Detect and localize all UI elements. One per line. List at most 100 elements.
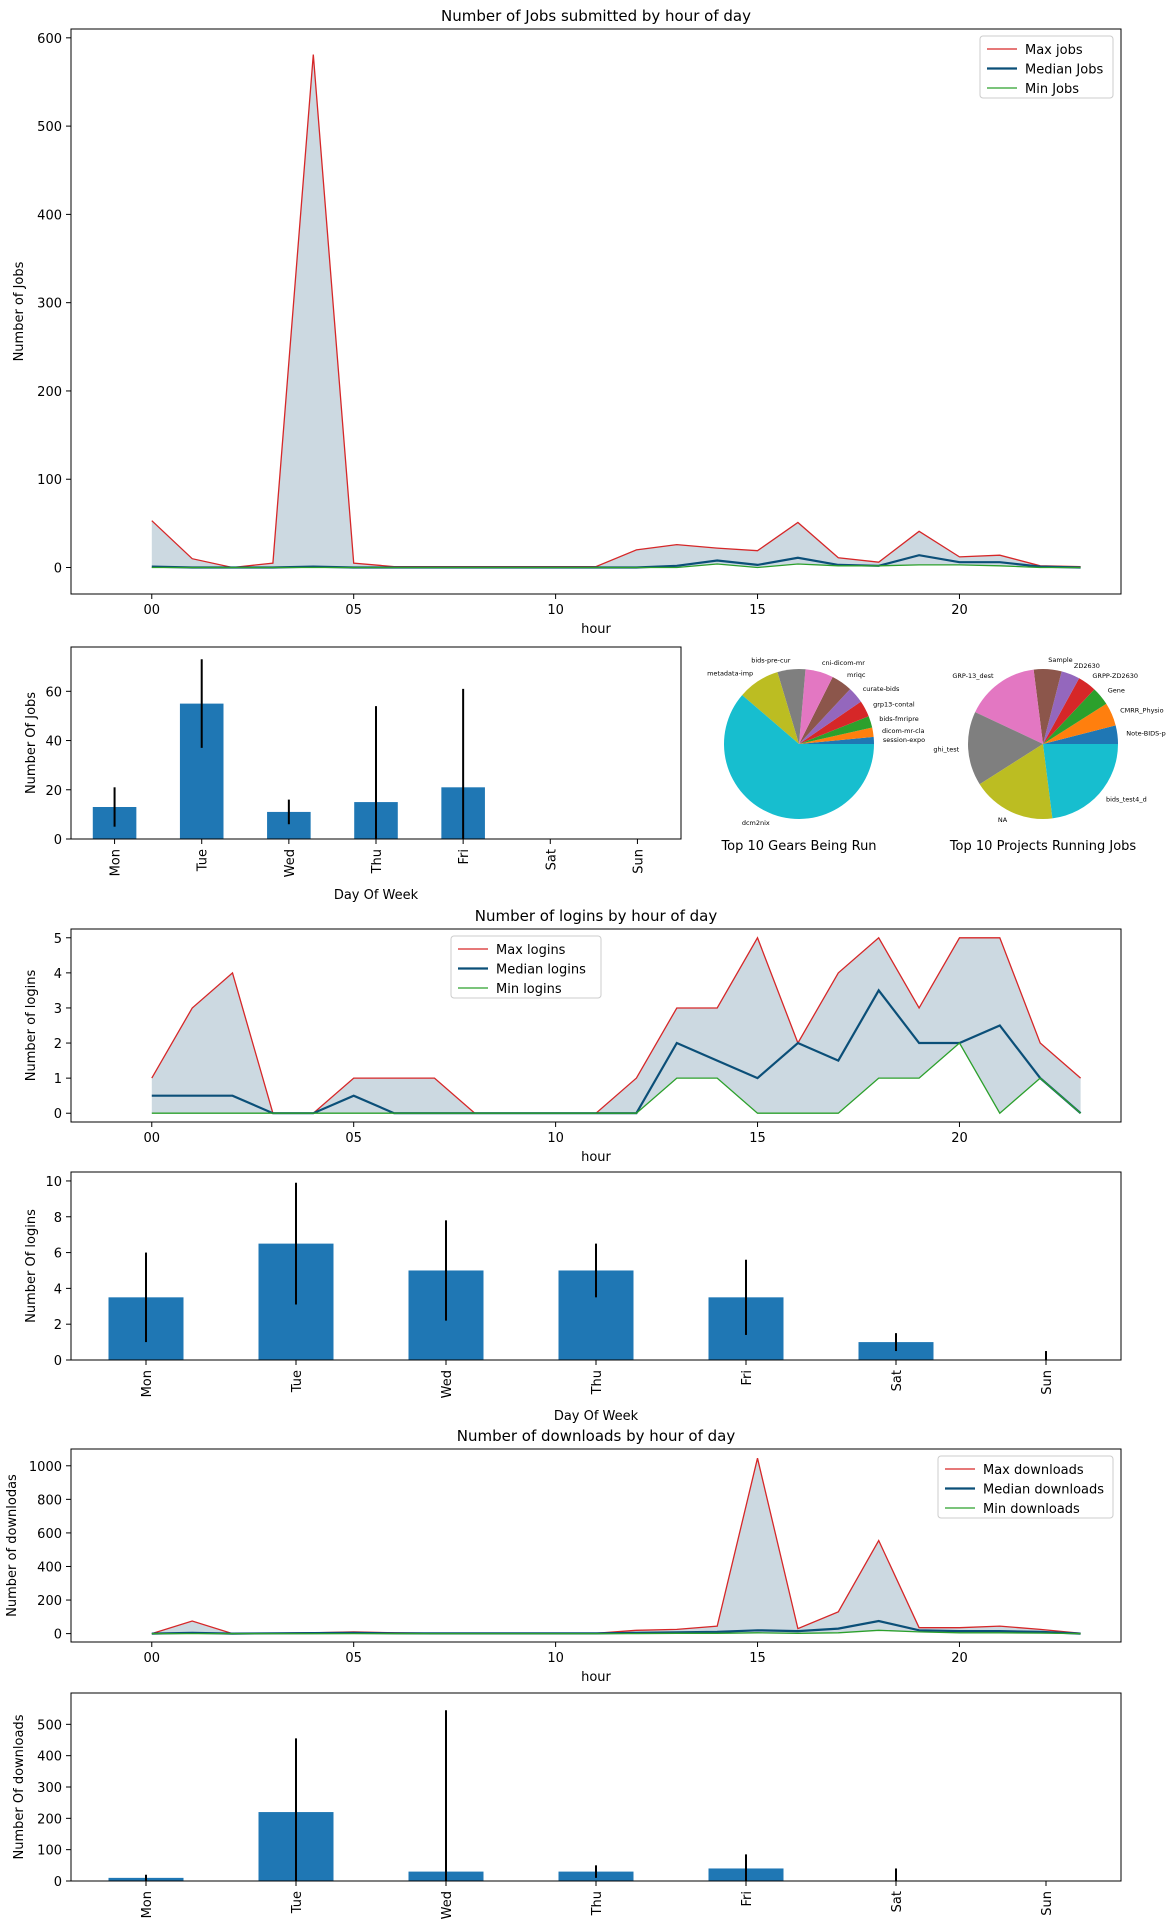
pie-slice — [724, 695, 874, 819]
series-line-2 — [151, 1629, 1081, 1635]
y-tick-label: 1000 — [29, 1460, 62, 1475]
y-tick-label: 600 — [37, 32, 62, 47]
x-tick-label: Sun — [631, 849, 646, 874]
x-tick-label: Tue — [196, 849, 211, 872]
axes-frame — [70, 1692, 1122, 1882]
pie-label: bids_test4_d — [1106, 796, 1147, 804]
pie-label: bids-pre-cur — [751, 656, 790, 664]
x-tick-label: 00 — [143, 1131, 160, 1146]
x-tick-label: Sun — [1040, 1370, 1055, 1395]
x-tick-label: Fri — [740, 1370, 755, 1386]
pie-label: cni-dicom-mr — [822, 659, 865, 667]
legend-label: Min logins — [496, 982, 562, 997]
x-tick-label: 00 — [143, 603, 160, 618]
pie-slice — [799, 689, 861, 744]
legend-label: Median downloads — [983, 1483, 1104, 1498]
pie-slice — [968, 712, 1043, 785]
pie-slice — [742, 672, 799, 744]
y-tick-label: 0 — [54, 1107, 62, 1122]
x-tick-label: Fri — [457, 849, 472, 865]
legend: Max downloads Median downloads Min downloa… — [937, 1455, 1114, 1519]
x-tick-label: 10 — [547, 603, 564, 618]
x-tick-label: Thu — [590, 1370, 605, 1395]
series-line-0 — [151, 54, 1081, 569]
range-fill — [151, 937, 1081, 1114]
legend-label: Median logins — [496, 963, 586, 978]
x-tick-label: 15 — [749, 603, 766, 618]
y-tick-label: 400 — [37, 208, 62, 223]
pie-slice — [975, 669, 1043, 744]
pie-label: ghi_test — [933, 745, 959, 753]
x-tick-label: Sat — [890, 1370, 905, 1391]
legend-label: Max jobs — [1025, 43, 1083, 58]
pie-slice — [1043, 703, 1116, 744]
x-tick-label: 05 — [345, 1131, 362, 1146]
legend-box — [937, 1455, 1114, 1519]
pie-label: session-expo — [883, 736, 925, 744]
pie-label: dicom-mr-cla — [882, 727, 924, 735]
pie-slice — [1043, 725, 1118, 744]
y-tick-label: 0 — [54, 1875, 62, 1890]
pie-label: curate-bids — [863, 685, 900, 693]
x-axis-label: hour — [581, 1670, 611, 1685]
x-tick-label: 05 — [345, 1651, 362, 1666]
y-tick-label: 600 — [37, 1527, 62, 1542]
x-axis-label: Day Of Week — [334, 888, 419, 903]
x-tick-label: Sat — [890, 1891, 905, 1912]
y-axis-label: Number Of logins — [24, 1209, 39, 1323]
x-tick-label: Sun — [1040, 1891, 1055, 1916]
x-tick-label: Mon — [109, 849, 124, 876]
x-tick-label: Sat — [544, 849, 559, 870]
chart-title: Top 10 Gears Being Run — [720, 839, 876, 854]
chart-title: Number of Jobs submitted by hour of day — [441, 7, 751, 25]
pie-slice — [1043, 744, 1118, 819]
legend-box — [979, 35, 1114, 99]
chart-downloads_dow: MonTueWedThuFriSatSun0100200300400500Day… — [12, 1692, 1122, 1931]
pie-label: Note-BIDS-pr — [1126, 730, 1166, 738]
y-tick-label: 200 — [37, 385, 62, 400]
y-tick-label: 60 — [45, 685, 62, 700]
y-tick-label: 0 — [54, 1628, 62, 1643]
axes-frame — [70, 1448, 1122, 1643]
pie-slice — [799, 727, 874, 744]
x-axis-label: Day Of Week — [554, 1409, 639, 1424]
pie-slice — [1043, 671, 1080, 744]
x-axis-label: hour — [581, 1150, 611, 1165]
axes-frame — [70, 928, 1122, 1123]
y-tick-label: 400 — [37, 1750, 62, 1765]
axes-frame — [70, 646, 682, 840]
pie-slice — [777, 668, 806, 744]
x-tick-label: 00 — [143, 1651, 160, 1666]
series-line-2 — [151, 1041, 1082, 1115]
pie-label: ZD2630 — [1074, 662, 1100, 670]
pie-slice — [1043, 678, 1095, 744]
y-tick-label: 500 — [37, 120, 62, 135]
y-tick-label: 0 — [54, 562, 62, 577]
y-tick-label: 4 — [54, 967, 62, 982]
legend-label: Median Jobs — [1025, 63, 1103, 78]
y-tick-label: 300 — [37, 1781, 62, 1796]
x-tick-label: Fri — [740, 1891, 755, 1907]
x-tick-label: Tue — [290, 1891, 305, 1914]
pie-label: Sample — [1048, 656, 1072, 664]
y-tick-label: 400 — [37, 1560, 62, 1575]
x-tick-label: Wed — [440, 1370, 455, 1398]
y-tick-label: 5 — [54, 932, 62, 947]
y-tick-label: 4 — [54, 1282, 62, 1297]
x-tick-label: 15 — [749, 1651, 766, 1666]
y-tick-label: 3 — [54, 1002, 62, 1017]
y-tick-label: 800 — [37, 1493, 62, 1508]
y-tick-label: 1 — [54, 1072, 62, 1087]
x-tick-label: 10 — [547, 1131, 564, 1146]
y-tick-label: 8 — [54, 1211, 62, 1226]
pie-slice — [1043, 689, 1107, 744]
axes-frame — [70, 1171, 1122, 1361]
x-tick-label: 15 — [749, 1131, 766, 1146]
legend-label: Max downloads — [983, 1463, 1084, 1478]
y-axis-label: Number of downlodas — [5, 1474, 20, 1617]
legend-label: Min downloads — [983, 1502, 1080, 1517]
chart-title: Top 10 Projects Running Jobs — [949, 839, 1137, 854]
y-tick-label: 40 — [45, 735, 62, 750]
y-tick-label: 200 — [37, 1594, 62, 1609]
x-tick-label: Mon — [140, 1370, 155, 1397]
